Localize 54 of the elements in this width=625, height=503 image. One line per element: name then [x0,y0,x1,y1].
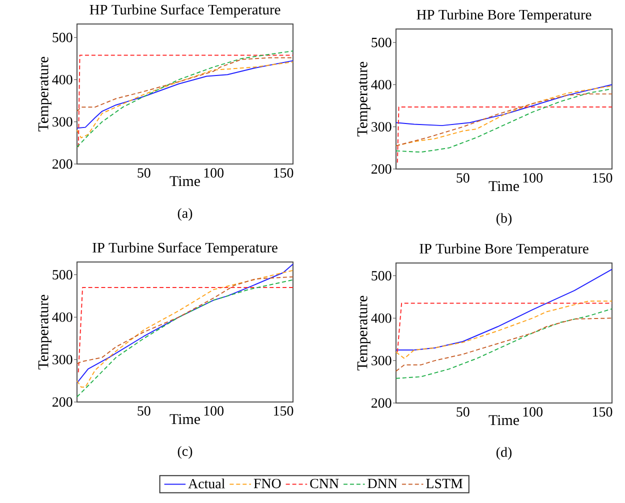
text: (d) [496,447,512,460]
text: (b) [496,213,512,226]
text: (c) [178,446,192,459]
y-axis-title: Temperature [38,294,52,370]
chart-title: HP Turbine Bore Temperature [416,9,592,22]
y-tick-label: 500 [52,270,72,280]
line-series [396,84,613,126]
y-tick-label: 300 [52,117,72,127]
line-series [396,318,613,372]
x-tick-label: 150 [274,168,294,178]
x-axis-title: Time [170,176,200,186]
y-tick-label: 500 [52,32,72,42]
y-axis-title: Temperature [357,62,370,136]
x-tick-label: 100 [204,168,224,178]
x-tick-label: 50 [138,168,150,178]
y-tick-label: 500 [372,38,392,48]
y-tick-label: 200 [372,398,392,408]
x-axis-title: Time [170,414,200,424]
line-series [76,276,294,364]
x-tick-label: 150 [593,407,612,417]
text: (a) [178,208,192,221]
y-tick-label: 300 [52,354,72,364]
line-series [76,57,294,112]
x-tick-label: 100 [523,173,542,183]
x-tick-label: 50 [456,173,470,183]
x-tick-label: 150 [274,406,294,416]
legend-label: LSTM [426,478,463,488]
legend-label: DNN [368,478,398,488]
y-tick-label: 500 [372,271,392,280]
x-tick-label: 150 [593,173,612,183]
chart-title: IP Turbine Bore Temperature [420,243,588,256]
x-tick-label: 50 [138,406,150,416]
y-tick-label: 400 [371,80,392,90]
y-tick-label: 200 [52,159,72,169]
x-tick-label: 100 [204,406,224,416]
x-tick-label: 50 [456,407,470,417]
y-tick-label: 200 [372,164,392,174]
y-tick-label: 300 [372,356,392,366]
x-tick-label: 100 [523,407,542,417]
y-axis-title: Temperature [38,56,52,132]
x-axis-title: Time [488,181,519,192]
chart-title: IP Turbine Surface Temperature [92,242,278,256]
x-axis-title: Time [488,415,519,426]
legend-label: Actual [188,478,225,488]
y-tick-label: 400 [52,312,72,322]
y-axis-title: Temperature [357,296,370,370]
y-tick-label: 200 [52,397,72,407]
legend-label: FNO [254,478,281,488]
legend-label: CNN [310,478,339,488]
y-tick-label: 400 [52,74,72,84]
y-tick-label: 400 [371,313,392,323]
line-series [396,268,613,350]
y-tick-label: 300 [372,122,392,132]
chart-title: HP Turbine Surface Temperature [90,4,280,18]
